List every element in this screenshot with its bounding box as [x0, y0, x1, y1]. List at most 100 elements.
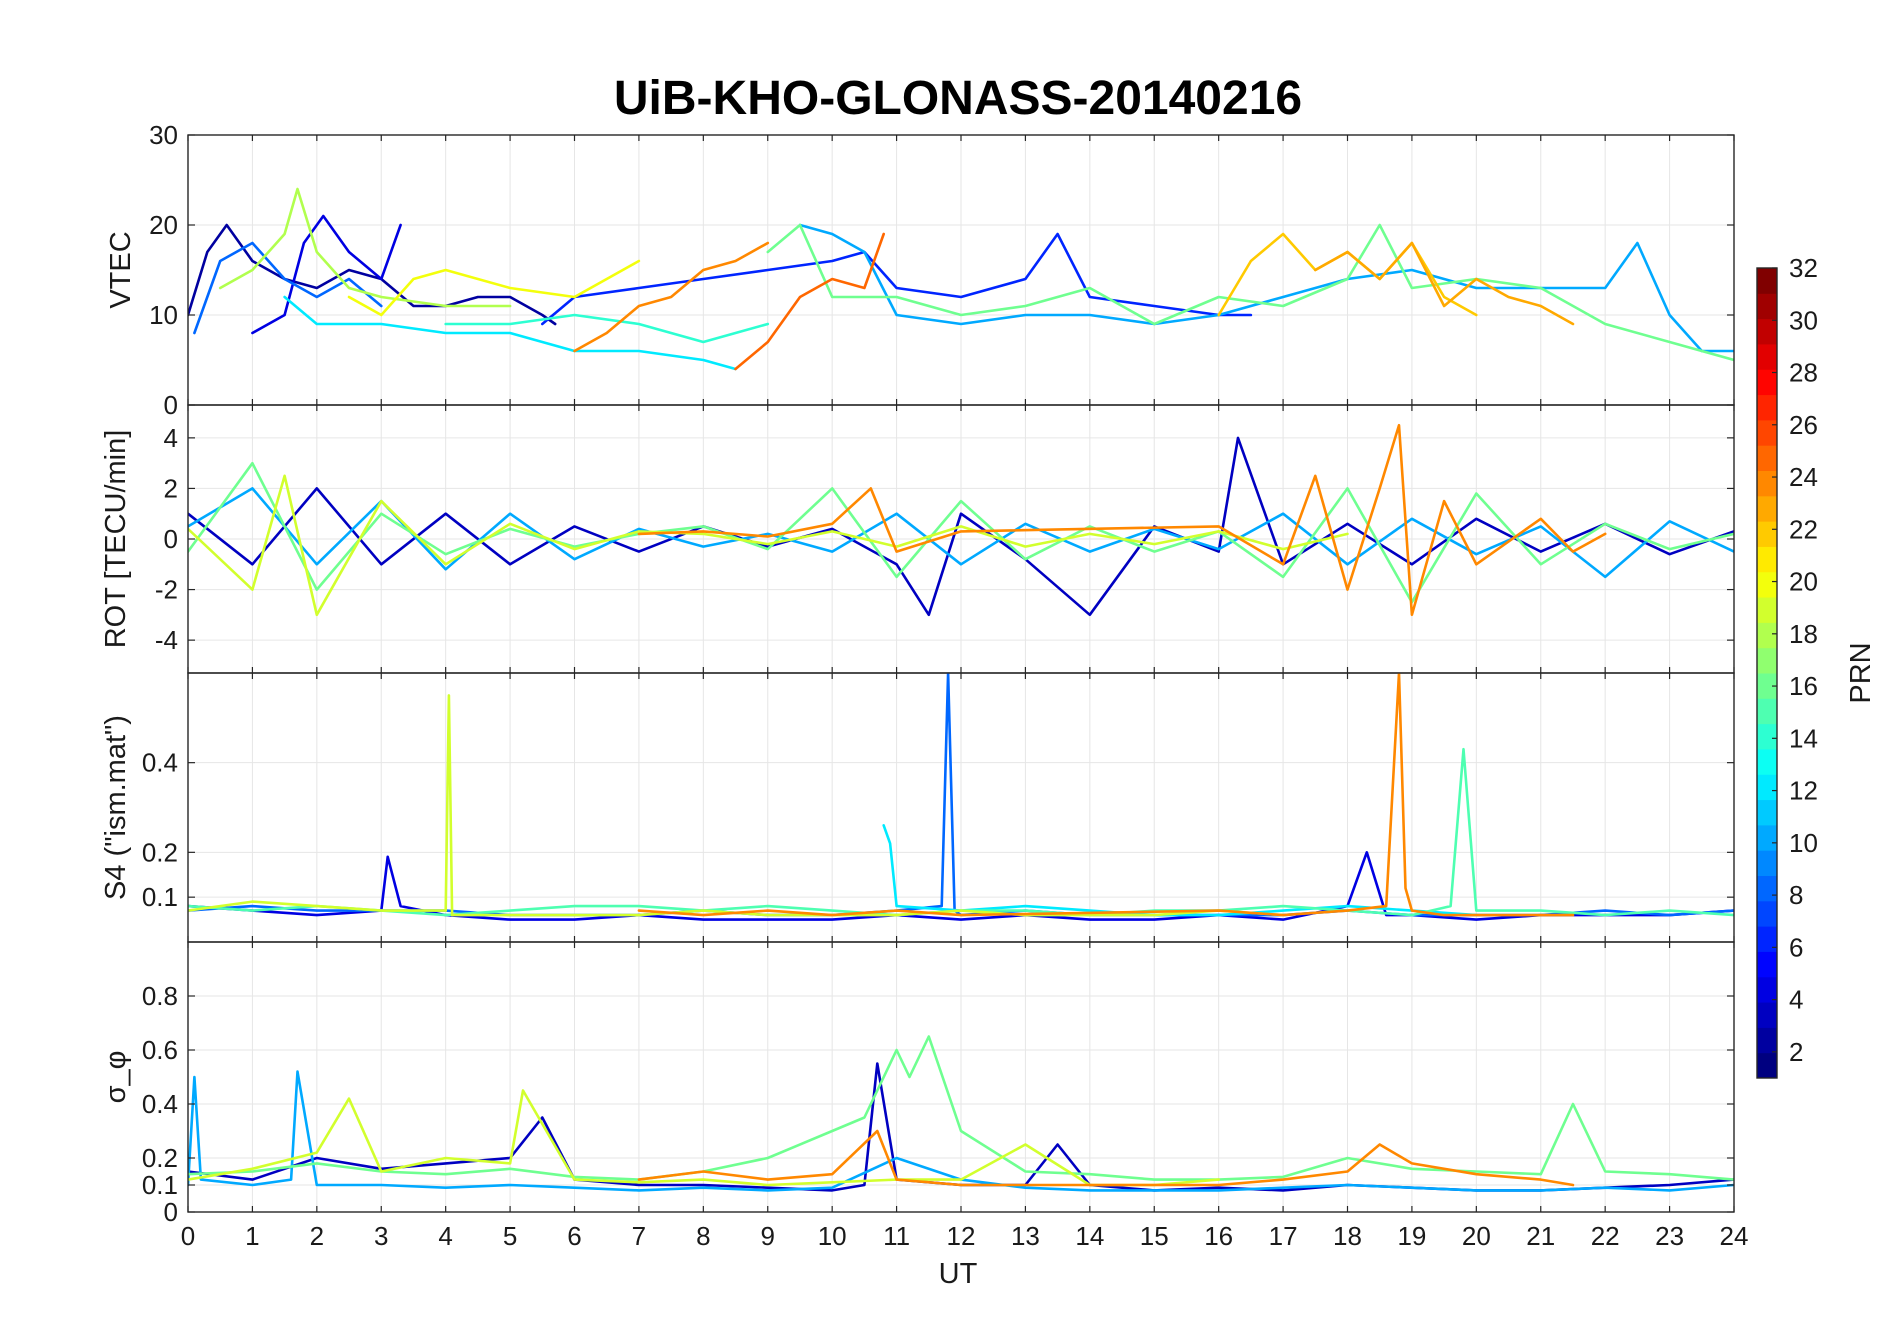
series-group [188, 1035, 1734, 1192]
y-tick-label: 0.4 [142, 1089, 178, 1119]
panel-2: -4 -2 0 2 4 ROT [TECU/min] [100, 404, 1735, 674]
x-tick-label: 0 [181, 1221, 195, 1251]
colorbar-tick-label: 2 [1789, 1037, 1803, 1067]
colorbar-tick-label: 22 [1789, 514, 1818, 544]
colorbar-swatch [1757, 394, 1777, 421]
colorbar-tick-label: 16 [1789, 671, 1818, 701]
colorbar-tick-label: 26 [1789, 410, 1818, 440]
colorbar-tick-label: 14 [1789, 723, 1818, 753]
colorbar-swatch [1757, 546, 1777, 573]
colorbar-swatch [1757, 976, 1777, 1003]
series-line [637, 673, 1575, 917]
colorbar-swatch [1757, 343, 1777, 370]
colorbar-swatch [1757, 824, 1777, 851]
x-tick-label: 9 [761, 1221, 775, 1251]
series-line [347, 259, 641, 317]
x-tick-label: 16 [1204, 1221, 1233, 1251]
x-tick-label: 23 [1655, 1221, 1684, 1251]
series-line [1314, 241, 1575, 326]
x-tick-label: 11 [883, 1221, 910, 1251]
x-tick-label: 10 [818, 1221, 847, 1251]
colorbar-tick-label: 6 [1789, 932, 1803, 962]
colorbar-tick-label: 28 [1789, 358, 1818, 388]
series-line [218, 187, 512, 308]
y-axis-label: VTEC [105, 231, 137, 308]
colorbar-swatch [1757, 293, 1777, 320]
y-tick-label: 2 [164, 473, 178, 503]
x-tick-label: 15 [1140, 1221, 1169, 1251]
colorbar-swatch [1757, 1052, 1777, 1079]
colorbar-swatch [1757, 748, 1777, 775]
series-line [541, 232, 1253, 326]
colorbar-label: PRN [1845, 642, 1877, 703]
series-line [188, 1035, 1734, 1181]
x-tick-label: 22 [1591, 1221, 1620, 1251]
colorbar-swatch [1757, 673, 1777, 699]
colorbar-tick-label: 24 [1789, 462, 1818, 492]
series-line [637, 423, 1607, 617]
x-tick-label: 4 [438, 1221, 452, 1251]
y-tick-label: 0.2 [142, 1143, 178, 1173]
x-tick-label: 8 [696, 1221, 710, 1251]
y-axis-label: S4 ("ism.mat") [100, 715, 132, 900]
series-line [193, 241, 383, 335]
y-tick-label: -2 [155, 575, 178, 605]
colorbar-swatch [1757, 875, 1777, 902]
colorbar-swatch [1757, 1002, 1777, 1028]
y-tick-label: 0.2 [142, 837, 178, 867]
series-group [188, 423, 1734, 617]
colorbar-tick-label: 8 [1789, 880, 1803, 910]
colorbar-swatch [1757, 318, 1777, 345]
colorbar-tick-label: 4 [1789, 985, 1803, 1015]
x-tick-label: 3 [374, 1221, 388, 1251]
series-line [188, 461, 1734, 604]
grid [187, 942, 1735, 1213]
y-tick-label: 0.6 [142, 1035, 178, 1065]
colorbar-swatch [1757, 647, 1777, 674]
y-tick-label: 0.1 [142, 882, 178, 912]
grid [187, 673, 1735, 942]
colorbar-swatch [1757, 521, 1777, 547]
x-tick-label: 14 [1075, 1221, 1104, 1251]
colorbar-tick-label: 32 [1789, 253, 1818, 283]
x-tick-label: 1 [245, 1221, 259, 1251]
series-line [188, 851, 1734, 921]
colorbar-tick-label: 30 [1789, 305, 1818, 335]
y-tick-label: 0.1 [142, 1170, 178, 1200]
y-tick-label: 0 [164, 524, 178, 554]
series-line [188, 223, 557, 326]
series-line [283, 295, 737, 371]
colorbar-swatch [1757, 470, 1777, 497]
colorbar-tick-label: 10 [1789, 828, 1818, 858]
x-tick-label: 6 [567, 1221, 581, 1251]
colorbar-swatch [1757, 369, 1777, 396]
colorbar-swatch [1757, 495, 1777, 522]
y-axis-label: σ_φ [100, 1051, 132, 1104]
y-tick-label: 10 [149, 300, 178, 330]
series-line [573, 241, 770, 353]
x-tick-label: 7 [632, 1221, 646, 1251]
colorbar-swatch [1757, 1027, 1777, 1054]
x-tick-label: 18 [1333, 1221, 1362, 1251]
x-tick-label: 21 [1526, 1221, 1555, 1251]
panel-4: 00.10.2 0.4 0.6 0.8 σ_φ [100, 941, 1735, 1227]
x-tick-label: 17 [1269, 1221, 1298, 1251]
y-tick-label: 30 [149, 120, 178, 150]
panel-3: 0.1 0.2 0.4 S4 ("ism.mat") [100, 672, 1735, 943]
y-axis-label: ROT [TECU/min] [100, 430, 132, 649]
x-tick-label: 2 [310, 1221, 324, 1251]
colorbar-swatch [1757, 900, 1777, 927]
series-line [188, 747, 1734, 917]
series-line [188, 1089, 1220, 1187]
colorbar-swatch [1757, 850, 1777, 876]
x-tick-labels: 0 1 2 3 4 5 6 7 8 9 10 11 12 13 14 15 16 17 18 19 20 21 22 23 24 [181, 1221, 1749, 1251]
x-tick-label: 13 [1011, 1221, 1040, 1251]
grid [187, 134, 1735, 406]
y-tick-label: 20 [149, 210, 178, 240]
colorbar-tick-label: 12 [1789, 776, 1818, 806]
series-line [188, 436, 1734, 617]
colorbar-swatch [1757, 774, 1777, 801]
